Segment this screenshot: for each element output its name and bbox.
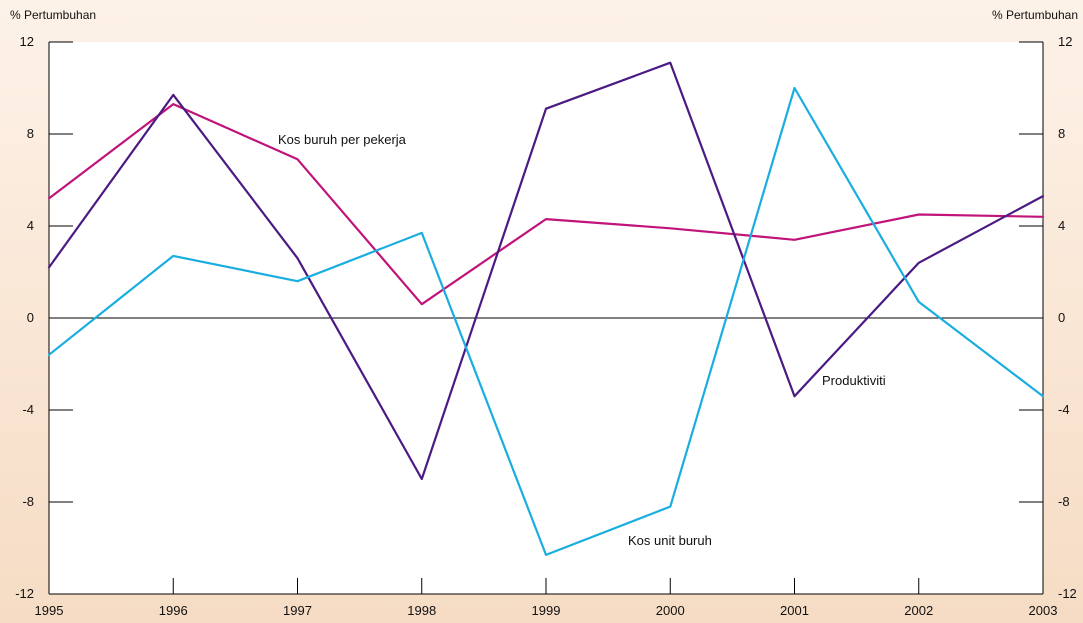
y-tick-label-right: 0 bbox=[1058, 310, 1065, 325]
axes bbox=[48, 41, 1044, 595]
y-tick-label-right: 12 bbox=[1058, 34, 1072, 49]
annotation-produktiviti: Produktiviti bbox=[822, 373, 886, 388]
y-tick-label-right: -8 bbox=[1058, 494, 1070, 509]
x-tick-label: 1997 bbox=[283, 603, 312, 618]
y-tick-label-left: 4 bbox=[27, 218, 34, 233]
y-tick-label-left: -8 bbox=[22, 494, 34, 509]
x-tick-label: 2003 bbox=[1029, 603, 1058, 618]
y-tick-label-right: -4 bbox=[1058, 402, 1070, 417]
series-lines bbox=[47, 61, 1045, 557]
y-tick-label-right: -12 bbox=[1058, 586, 1077, 601]
annotation-kos-buruh-per-pekerja: Kos buruh per pekerja bbox=[278, 132, 407, 147]
x-tick-label: 1995 bbox=[35, 603, 64, 618]
x-tick-label: 2002 bbox=[904, 603, 933, 618]
y-tick-label-left: 12 bbox=[20, 34, 34, 49]
x-tick-label: 2001 bbox=[780, 603, 809, 618]
y-tick-label-left: -12 bbox=[15, 586, 34, 601]
series-line-1 bbox=[47, 61, 1045, 481]
x-tick-label: 1998 bbox=[407, 603, 436, 618]
x-tick-label: 1999 bbox=[532, 603, 561, 618]
y-tick-label-right: 4 bbox=[1058, 218, 1065, 233]
y-axis-title-left: % Pertumbuhan bbox=[10, 8, 96, 22]
y-tick-label-right: 8 bbox=[1058, 126, 1065, 141]
y-tick-label-left: 0 bbox=[27, 310, 34, 325]
y-axis-title-right: % Pertumbuhan bbox=[992, 8, 1078, 22]
y-tick-label-left: -4 bbox=[22, 402, 34, 417]
x-tick-label: 1996 bbox=[159, 603, 188, 618]
y-tick-label-left: 8 bbox=[27, 126, 34, 141]
series-line-2 bbox=[47, 86, 1045, 557]
series-line-0 bbox=[47, 102, 1045, 306]
annotation-kos-unit-buruh: Kos unit buruh bbox=[628, 533, 712, 548]
x-tick-label: 2000 bbox=[656, 603, 685, 618]
